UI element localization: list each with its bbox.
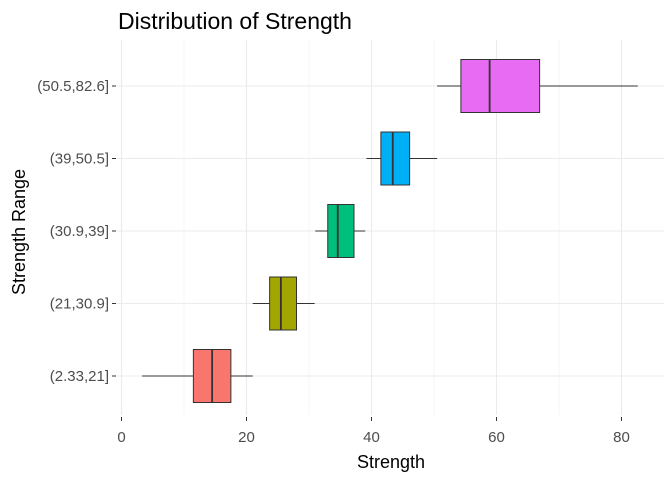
box-series xyxy=(142,59,638,403)
box-iqr xyxy=(380,131,411,186)
box-4 xyxy=(366,131,438,186)
x-tick-label: 20 xyxy=(238,429,255,446)
chart-title: Distribution of Strength xyxy=(118,8,352,34)
box-2 xyxy=(252,276,315,331)
x-tick-label: 0 xyxy=(117,429,125,446)
y-tick-label: (50.5,82.6] xyxy=(37,78,109,95)
y-axis-title: Strength Range xyxy=(9,169,29,295)
box-1 xyxy=(142,349,253,403)
y-tick-label: (39,50.5] xyxy=(50,151,109,168)
box-iqr xyxy=(327,204,355,258)
y-tick-label: (21,30.9] xyxy=(50,296,109,313)
box-3 xyxy=(315,204,366,258)
y-tick-label: (30.9,39] xyxy=(50,223,109,240)
x-tick-label: 60 xyxy=(488,429,505,446)
x-axis-ticks: 0 20 40 60 80 xyxy=(117,417,630,446)
x-tick-label: 80 xyxy=(613,429,630,446)
box-iqr xyxy=(460,59,541,113)
x-axis-title: Strength xyxy=(357,452,425,472)
box-5 xyxy=(437,59,638,113)
y-tick-label: (2.33,21] xyxy=(50,368,109,385)
y-axis-ticks: (2.33,21] (21,30.9] (30.9,39] (39,50.5] (50.… xyxy=(37,78,116,385)
box-iqr xyxy=(269,276,297,331)
x-tick-label: 40 xyxy=(363,429,380,446)
